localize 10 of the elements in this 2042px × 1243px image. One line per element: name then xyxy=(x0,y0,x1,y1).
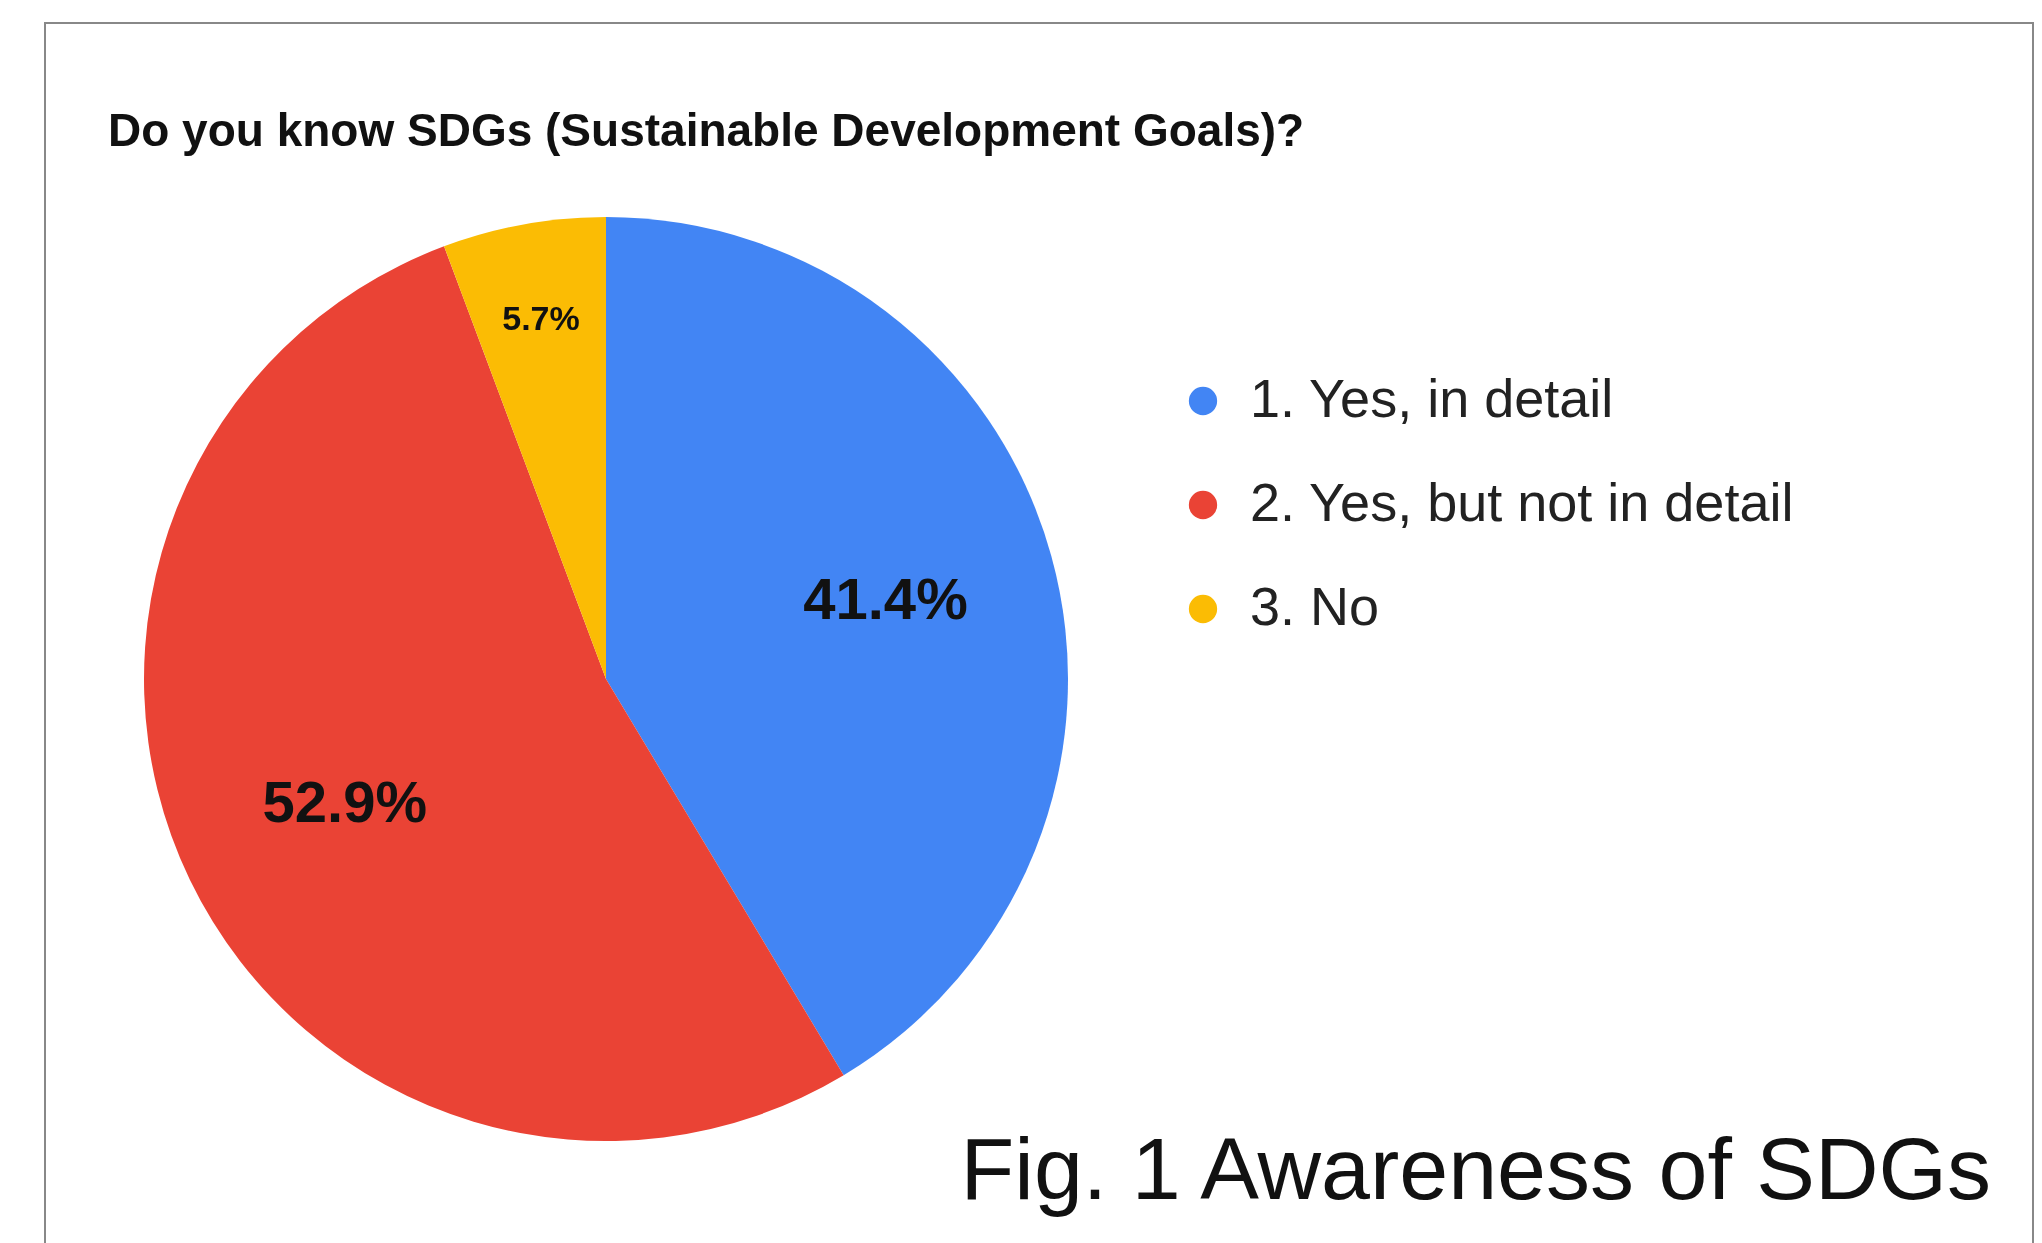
caption: Fig. 1 Awareness of SDGs xyxy=(960,1119,1991,1218)
data-label: 41.4% xyxy=(803,565,968,631)
legend-label: 2. Yes, but not in detail xyxy=(1250,472,1794,532)
data-label: 52.9% xyxy=(262,768,428,834)
legend-label: 1. Yes, in detail xyxy=(1250,368,1614,428)
pie-slice xyxy=(444,217,606,679)
pie-slice xyxy=(606,217,1068,1076)
chart-title: Do you know SDGs (Sustainable Development Goals)? xyxy=(108,104,1305,156)
data-label: 5.7% xyxy=(502,298,580,337)
legend-label: 3. No xyxy=(1250,576,1380,636)
